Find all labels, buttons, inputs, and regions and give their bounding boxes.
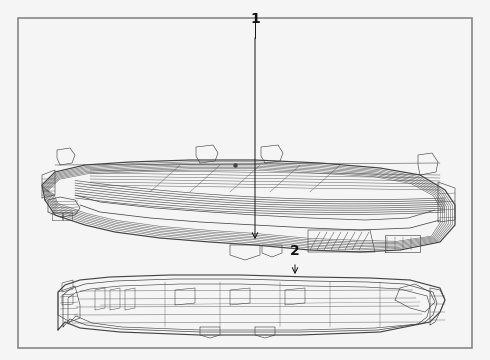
Text: 1: 1	[250, 12, 260, 26]
Text: 2: 2	[290, 244, 300, 258]
